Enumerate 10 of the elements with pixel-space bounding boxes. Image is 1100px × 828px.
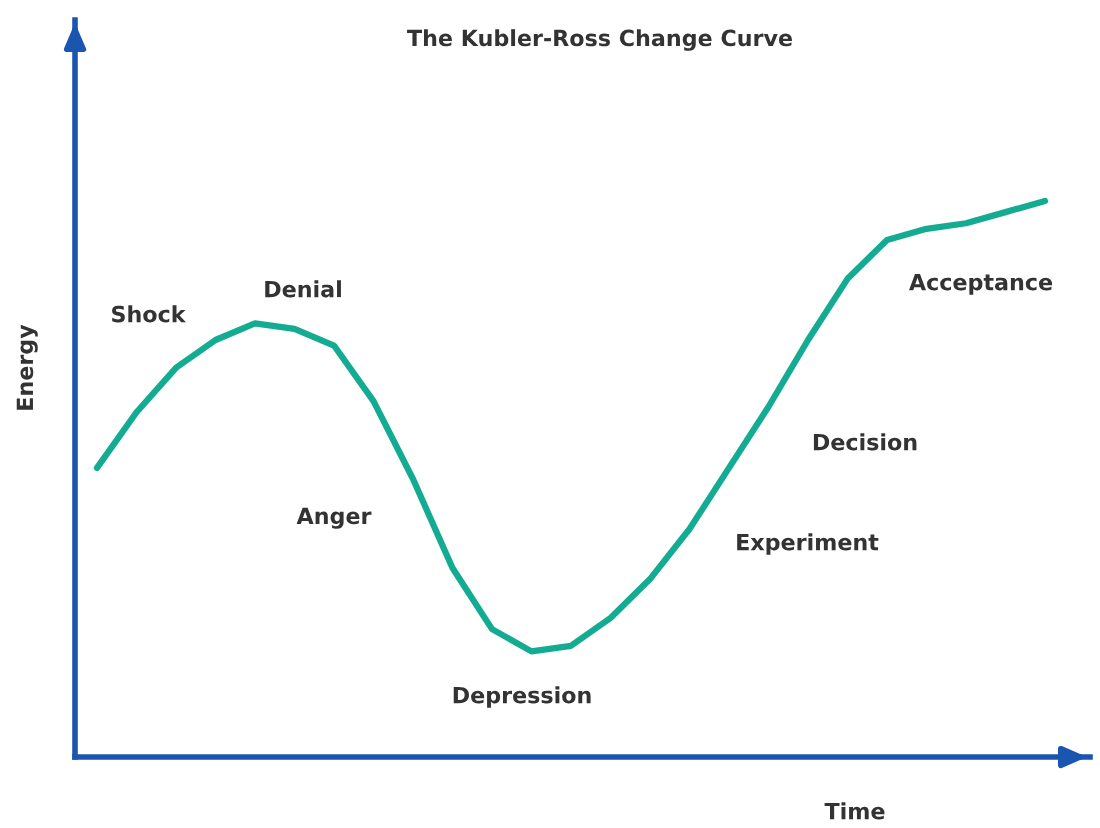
annotation: Denial <box>265 280 341 298</box>
annotation: Decision <box>813 433 917 451</box>
y-axis-title: Energy <box>16 324 38 410</box>
annotation: Experiment <box>737 533 879 555</box>
annotation: Shock <box>112 305 186 323</box>
annotation: Depression <box>453 686 591 708</box>
chart-title: The Kubler-Ross Change Curve <box>407 29 792 51</box>
annotation: Acceptance <box>909 273 1053 295</box>
annotation: Anger <box>296 507 372 529</box>
x-axis-title: Time <box>824 802 885 820</box>
